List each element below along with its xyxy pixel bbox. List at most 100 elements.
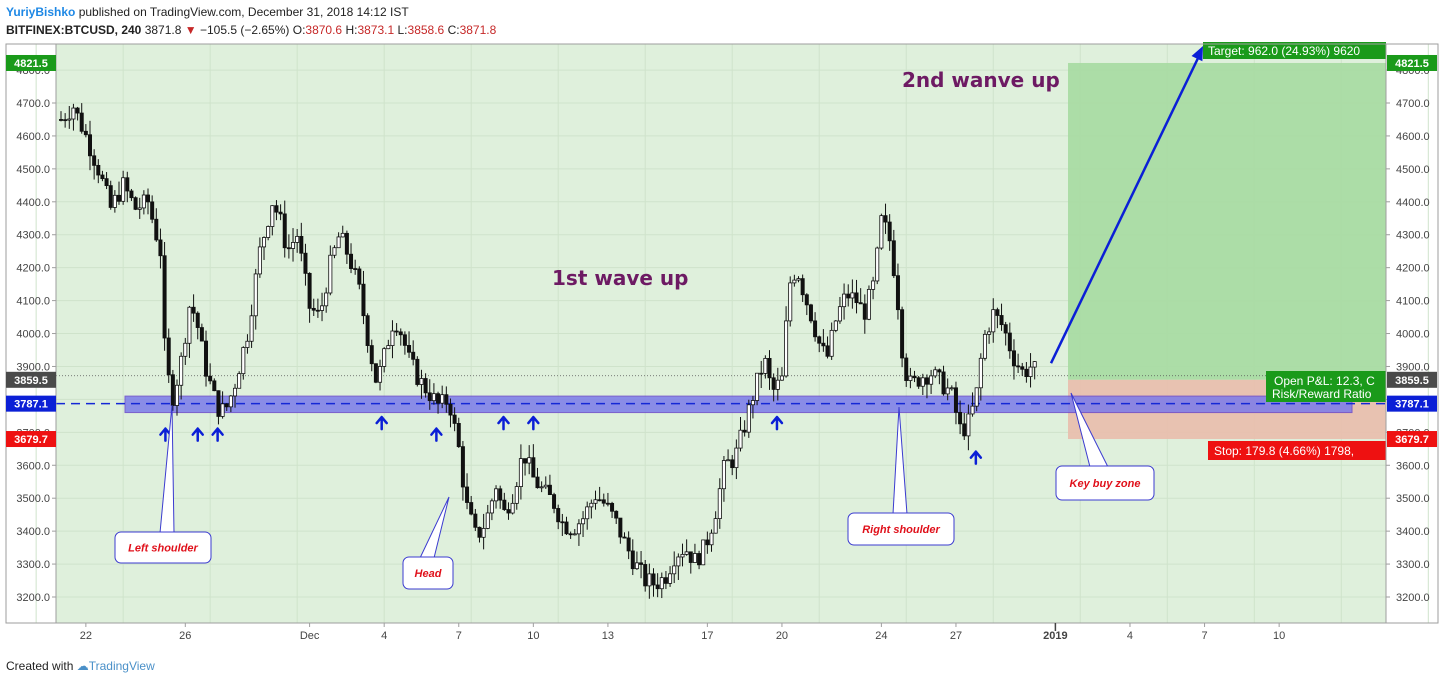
candle-body	[527, 457, 532, 464]
candle-body	[767, 357, 772, 379]
stop-label[interactable]: Stop: 179.8 (4.66%) 1798,	[1208, 441, 1386, 460]
candle-body	[390, 330, 395, 346]
candle-body	[792, 279, 797, 284]
candle-body	[357, 268, 362, 285]
target-label[interactable]: Target: 962.0 (24.93%) 9620	[1203, 42, 1386, 59]
candle-body	[431, 393, 436, 402]
low-value: 3858.6	[407, 23, 445, 37]
candle-body	[353, 268, 358, 270]
candle-body	[958, 411, 963, 425]
candle-body	[813, 320, 818, 338]
candle-body	[626, 537, 631, 552]
candle-body	[991, 309, 996, 333]
candle-body	[1003, 324, 1008, 334]
tradingview-logo-icon[interactable]: ☁	[76, 659, 89, 673]
candle-body	[539, 486, 544, 489]
candle-body	[365, 315, 370, 346]
callouts: Left shoulder Head Right shoulder Key bu…	[114, 392, 1155, 590]
candle-body	[141, 194, 146, 209]
time-tick-label: 10	[1273, 630, 1285, 642]
candle-body	[547, 484, 552, 496]
tradingview-brand[interactable]: TradingView	[88, 659, 155, 673]
candle-body	[659, 577, 664, 590]
stop-label-text: Stop: 179.8 (4.66%) 1798,	[1214, 444, 1354, 458]
author-link[interactable]: YuriyBishko	[6, 5, 76, 19]
candle-body	[274, 205, 279, 213]
tick-label-left: 3900.0	[16, 361, 50, 373]
candle-body	[104, 178, 109, 187]
candle-body	[382, 348, 387, 367]
candle-body	[895, 275, 900, 311]
candle-body	[96, 164, 101, 176]
candle-body	[929, 375, 934, 385]
candle-body	[67, 118, 72, 121]
target-zone[interactable]	[1068, 62, 1386, 380]
time-axis[interactable]: 22 26 Dec 4 7 10 13 17 20 24 27 2019 4 7 10	[6, 622, 1438, 642]
candle-body	[510, 502, 515, 514]
tick-label-right: 3600.0	[1396, 460, 1430, 472]
candle-body	[311, 307, 316, 311]
head-callout[interactable]: Head	[402, 496, 454, 590]
candle-body	[340, 232, 345, 238]
candle-body	[622, 536, 627, 539]
candle-body	[746, 404, 751, 433]
symbol-name[interactable]: BITFINEX:BTCUSD, 240	[6, 23, 142, 37]
candle-body	[477, 526, 482, 538]
time-tick-label: 4	[381, 630, 387, 642]
candle-body	[220, 403, 225, 417]
candle-body	[170, 374, 175, 406]
candle-body	[407, 344, 412, 353]
candle-body	[324, 292, 329, 307]
up-arrow-icon	[969, 450, 983, 465]
candle-body	[166, 337, 171, 376]
tick-label-left: 4500.0	[16, 164, 50, 176]
candle-body	[999, 315, 1004, 326]
left-shoulder-callout[interactable]: Left shoulder	[114, 404, 212, 564]
candle-body	[427, 392, 432, 402]
candle-body	[233, 387, 238, 397]
marker-bg-right	[1387, 395, 1437, 412]
candle-body	[137, 207, 142, 210]
candle-body	[460, 446, 465, 488]
candle-body	[133, 197, 138, 210]
candle-body	[63, 119, 68, 122]
candle-body	[804, 294, 809, 306]
candle-body	[121, 177, 126, 202]
candle-body	[436, 393, 441, 404]
candle-body	[469, 502, 474, 515]
right-shoulder-callout[interactable]: Right shoulder	[847, 406, 955, 546]
pnl-label[interactable]: Open P&L: 12.3, C Risk/Reward Ratio	[1266, 371, 1386, 402]
candle-body	[862, 303, 867, 320]
candle-body	[655, 584, 660, 590]
tick-label-left: 4200.0	[16, 263, 50, 275]
candle-body	[315, 309, 320, 312]
price-change: −105.5 (−2.65%)	[199, 23, 290, 37]
time-tick-label: 7	[1201, 630, 1207, 642]
up-arrow-icon	[497, 415, 510, 431]
candle-body	[75, 107, 80, 114]
tick-label-right: 4200.0	[1396, 263, 1430, 275]
tick-label-right: 4100.0	[1396, 296, 1430, 308]
candle-body	[750, 400, 755, 406]
candle-body	[307, 272, 312, 309]
candle-body	[755, 372, 760, 401]
candle-body	[303, 252, 308, 274]
key-buy-zone-callout[interactable]: Key buy zone	[1055, 392, 1155, 501]
time-tick-label: 10	[527, 630, 539, 642]
candle-body	[887, 221, 892, 242]
candle-body	[734, 447, 739, 469]
wave2-label: 2nd wanve up	[902, 68, 1060, 92]
candle-body	[216, 390, 221, 417]
candle-body	[394, 330, 399, 333]
candle-body	[668, 573, 673, 584]
candle-body	[332, 247, 337, 256]
high-value: 3873.1	[357, 23, 395, 37]
candle-body	[601, 499, 606, 504]
candle-body	[995, 309, 1000, 316]
candle-body	[71, 107, 76, 120]
trend-arrow-line	[1049, 53, 1202, 364]
candle-body	[866, 288, 871, 320]
tick-label-left: 4300.0	[16, 230, 50, 242]
candle-body	[597, 499, 602, 502]
